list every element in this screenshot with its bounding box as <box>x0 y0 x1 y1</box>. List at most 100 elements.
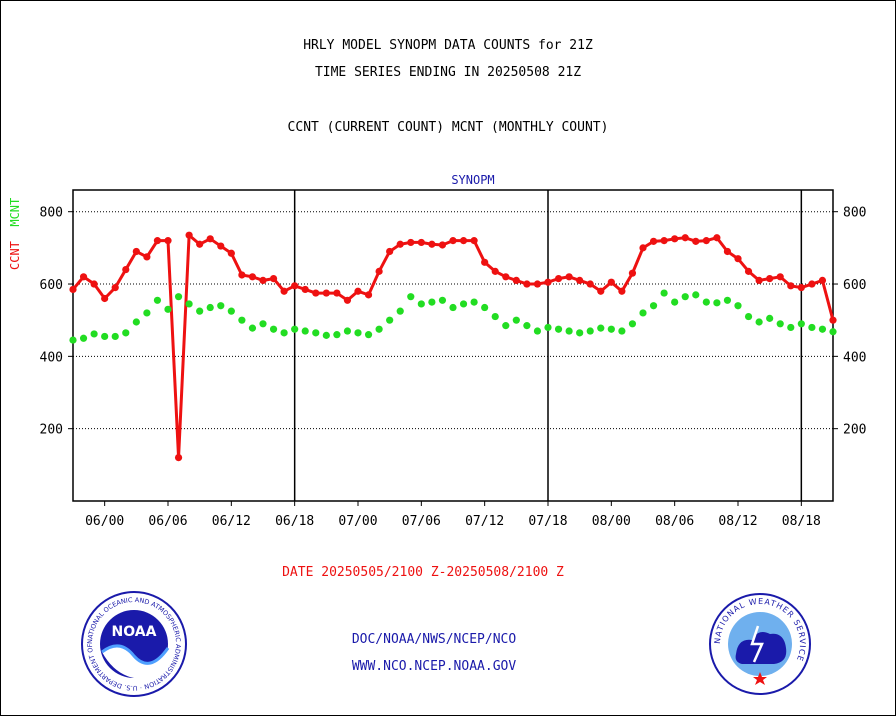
data-point-ccnt <box>554 274 563 283</box>
data-point-mcnt <box>597 324 605 332</box>
data-point-mcnt <box>375 325 383 333</box>
data-point-mcnt <box>248 324 257 332</box>
data-point-ccnt <box>428 240 436 248</box>
data-point-ccnt <box>111 284 119 292</box>
data-point-mcnt <box>808 323 816 332</box>
data-point-mcnt <box>174 293 183 301</box>
data-point-ccnt <box>354 287 362 295</box>
y-tick-label-left: 200 <box>40 423 63 438</box>
data-point-mcnt <box>333 331 341 339</box>
data-point-ccnt <box>174 454 183 462</box>
x-tick-label: 06/18 <box>275 514 314 529</box>
data-point-mcnt <box>755 318 763 326</box>
data-point-mcnt <box>322 331 330 339</box>
data-point-ccnt <box>396 240 404 248</box>
date-range-label: DATE 20250505/2100 Z-20250508/2100 Z <box>282 565 564 580</box>
noaa-logo: NATIONAL OCEANIC AND ATMOSPHERIC ADMINIS… <box>80 590 187 697</box>
data-point-mcnt <box>238 316 246 324</box>
data-point-ccnt <box>713 234 721 242</box>
data-point-ccnt <box>618 287 626 295</box>
data-point-ccnt <box>407 238 415 247</box>
data-point-ccnt <box>681 234 689 242</box>
data-point-ccnt <box>607 278 615 286</box>
website-link[interactable]: WWW.NCO.NCEP.NOAA.GOV <box>351 659 517 674</box>
data-point-mcnt <box>512 316 520 324</box>
data-point-ccnt <box>597 287 605 295</box>
data-point-mcnt <box>576 329 584 337</box>
data-point-ccnt <box>523 280 531 288</box>
data-point-ccnt <box>808 280 816 288</box>
data-point-ccnt <box>196 240 204 248</box>
data-point-mcnt <box>829 328 837 336</box>
data-point-mcnt <box>734 302 742 310</box>
data-point-mcnt <box>364 331 373 339</box>
data-point-ccnt <box>217 242 225 250</box>
data-point-ccnt <box>364 291 373 299</box>
data-point-ccnt <box>734 255 742 263</box>
data-point-ccnt <box>206 235 214 243</box>
data-point-ccnt <box>185 231 193 239</box>
data-point-mcnt <box>818 325 827 333</box>
data-point-mcnt <box>259 320 267 328</box>
data-point-mcnt <box>143 309 151 317</box>
data-point-ccnt <box>481 258 489 266</box>
noaa-logo-text: NOAA <box>112 624 157 640</box>
data-point-ccnt <box>459 237 468 245</box>
data-point-ccnt <box>280 287 288 295</box>
data-point-ccnt <box>818 276 827 285</box>
data-point-mcnt <box>206 303 214 312</box>
data-point-mcnt <box>692 291 700 299</box>
data-point-ccnt <box>333 289 341 297</box>
data-point-ccnt <box>755 276 763 285</box>
data-point-mcnt <box>586 327 594 335</box>
data-point-ccnt <box>248 273 257 281</box>
plot-area-border <box>72 189 834 502</box>
x-tick-label: 07/06 <box>402 514 441 529</box>
data-point-mcnt <box>470 298 478 306</box>
data-point-mcnt <box>428 298 436 306</box>
data-point-ccnt <box>692 237 700 245</box>
data-point-mcnt <box>354 329 362 337</box>
y-tick-label-left: 800 <box>40 206 63 221</box>
data-point-ccnt <box>269 274 278 283</box>
y-tick-label-right: 400 <box>843 350 866 365</box>
data-point-mcnt <box>618 327 626 335</box>
chart-title: SYNOPM <box>451 173 494 187</box>
data-point-mcnt <box>681 293 689 301</box>
data-point-ccnt <box>417 238 425 247</box>
data-point-ccnt <box>69 285 77 294</box>
series-line-ccnt <box>71 232 835 458</box>
data-point-mcnt <box>269 325 278 333</box>
data-point-ccnt <box>122 265 130 274</box>
data-point-mcnt <box>797 320 805 328</box>
data-point-mcnt <box>185 300 193 308</box>
data-point-mcnt <box>776 320 784 328</box>
data-point-ccnt <box>723 247 732 256</box>
data-point-mcnt <box>101 332 109 341</box>
data-point-mcnt <box>90 330 98 338</box>
data-point-mcnt <box>628 320 637 328</box>
data-point-mcnt <box>386 316 394 324</box>
org-path-label: DOC/NOAA/NWS/NCEP/NCO <box>351 632 517 647</box>
data-point-mcnt <box>280 329 288 337</box>
data-point-mcnt <box>196 307 204 315</box>
y-tick-label-right: 800 <box>843 206 866 221</box>
data-point-ccnt <box>143 253 151 261</box>
x-tick-label: 07/12 <box>465 514 504 529</box>
data-point-mcnt <box>122 329 130 337</box>
data-point-ccnt <box>312 289 320 297</box>
data-point-mcnt <box>438 296 447 304</box>
data-point-ccnt <box>649 237 658 245</box>
data-point-ccnt <box>238 271 246 279</box>
data-point-mcnt <box>554 325 563 333</box>
x-tick-label: 07/00 <box>338 514 377 529</box>
data-point-mcnt <box>491 312 499 321</box>
x-tick-label: 08/12 <box>718 514 757 529</box>
data-point-mcnt <box>639 309 647 317</box>
data-point-ccnt <box>502 273 510 281</box>
data-point-ccnt <box>829 316 837 324</box>
data-point-mcnt <box>787 323 795 332</box>
data-point-ccnt <box>259 276 267 285</box>
data-point-ccnt <box>702 237 710 245</box>
